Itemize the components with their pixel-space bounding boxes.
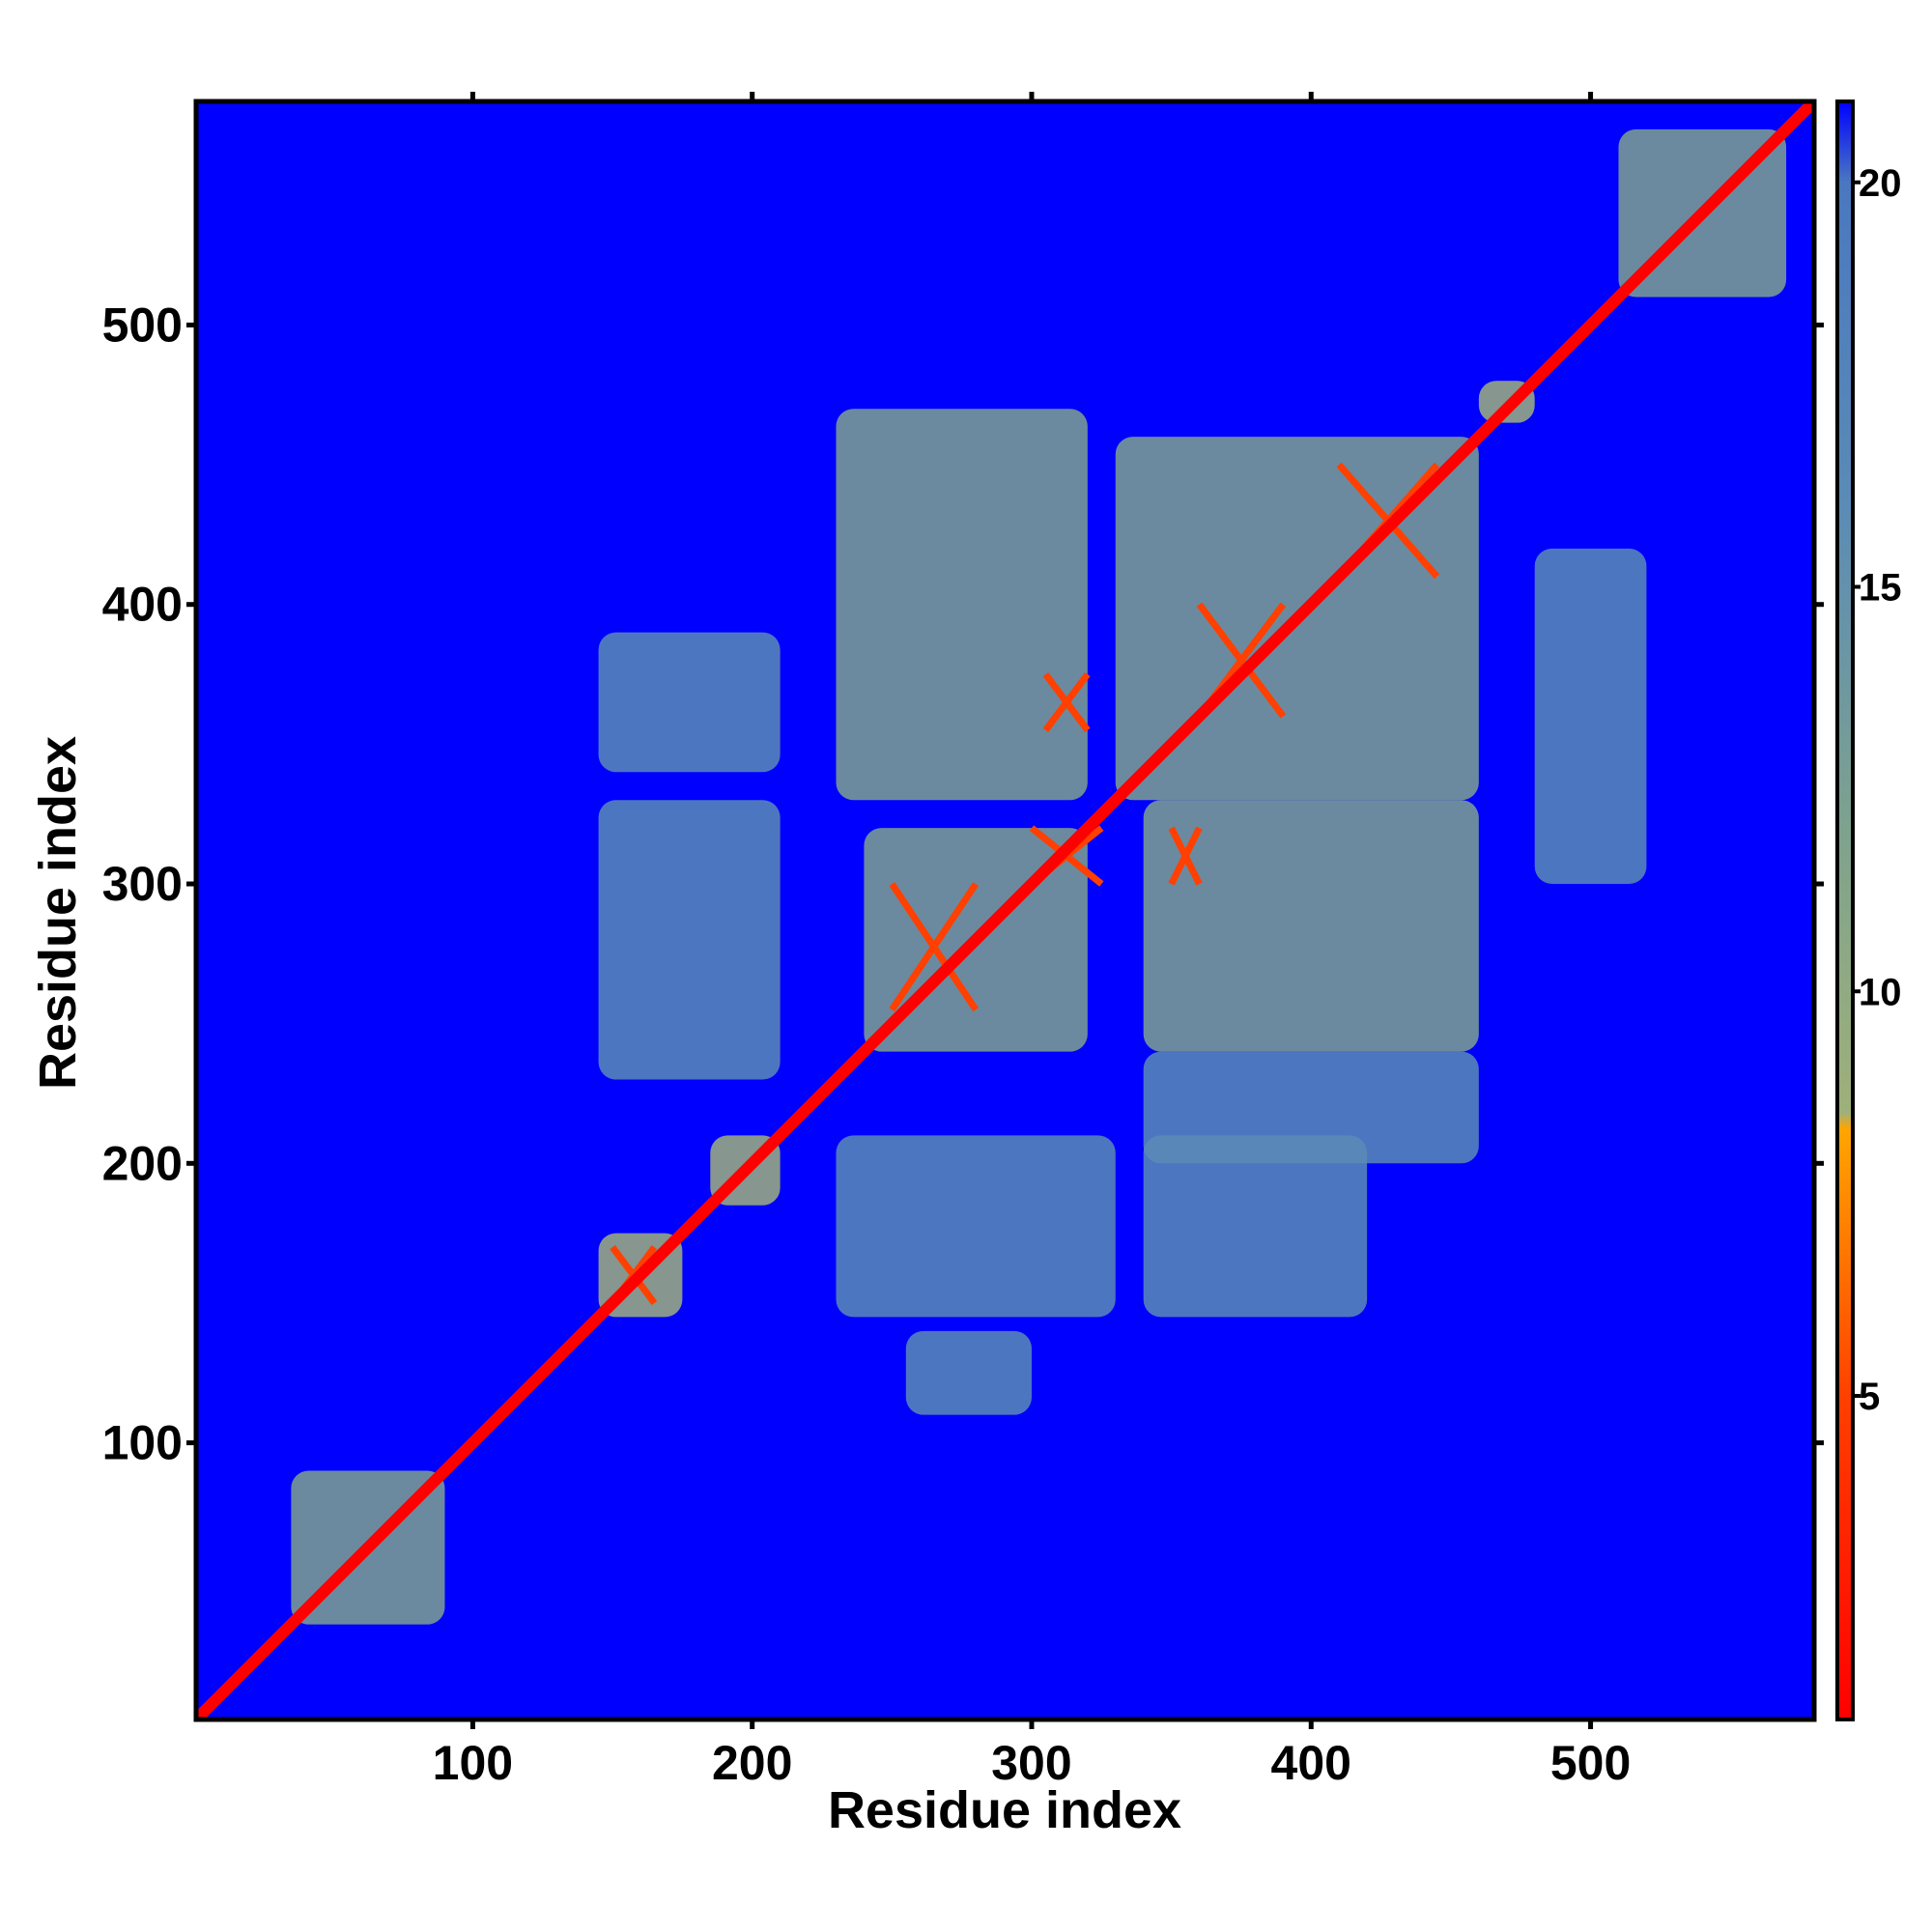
diagonal [196,101,1814,1719]
contact-region-13 [1143,1051,1479,1164]
contact-region-8 [1143,800,1479,1052]
contact-region-15 [1534,548,1647,885]
colorbar-frame [1835,99,1855,1721]
x-tick-label: 100 [433,1736,513,1790]
x-axis-label: Residue index [828,1781,1181,1839]
x-axis: 100 200 300 400 500 [433,92,1631,1790]
y-tick-label: 200 [102,1136,183,1190]
y-tick-label: 500 [102,298,183,352]
contact-region-9 [598,800,781,1080]
x-tick-label: 500 [1550,1736,1631,1790]
colorbar-tick-label: 5 [1859,1376,1880,1418]
colorbar: 5 10 15 20 [1835,99,1902,1721]
colorbar-tick-label: 10 [1859,971,1902,1013]
x-tick-label: 300 [991,1736,1071,1790]
heatmap [196,101,1814,1719]
close-contact-1-b [889,882,980,1012]
x-tick-label: 200 [712,1736,792,1790]
colorbar-gradient [1837,101,1853,1719]
plot-frame [193,99,1817,1722]
contact-region-12 [1143,1135,1368,1318]
contact-region-11 [836,1135,1116,1318]
close-contact-6-b [1042,671,1091,733]
y-axis-label: Residue index [29,736,87,1090]
contact-region-10 [598,632,781,773]
contact-region-14 [905,1330,1032,1415]
y-tick-label: 100 [102,1416,183,1470]
y-tick-label: 400 [102,578,183,632]
y-axis: 100 200 300 400 500 [102,298,1824,1470]
colorbar-tick-label: 20 [1859,162,1902,205]
y-tick-label: 300 [102,857,183,911]
x-tick-label: 400 [1271,1736,1351,1790]
contact-region-7 [836,409,1088,801]
close-contact-5-b [1168,826,1203,886]
colorbar-tick-label: 15 [1859,567,1902,610]
